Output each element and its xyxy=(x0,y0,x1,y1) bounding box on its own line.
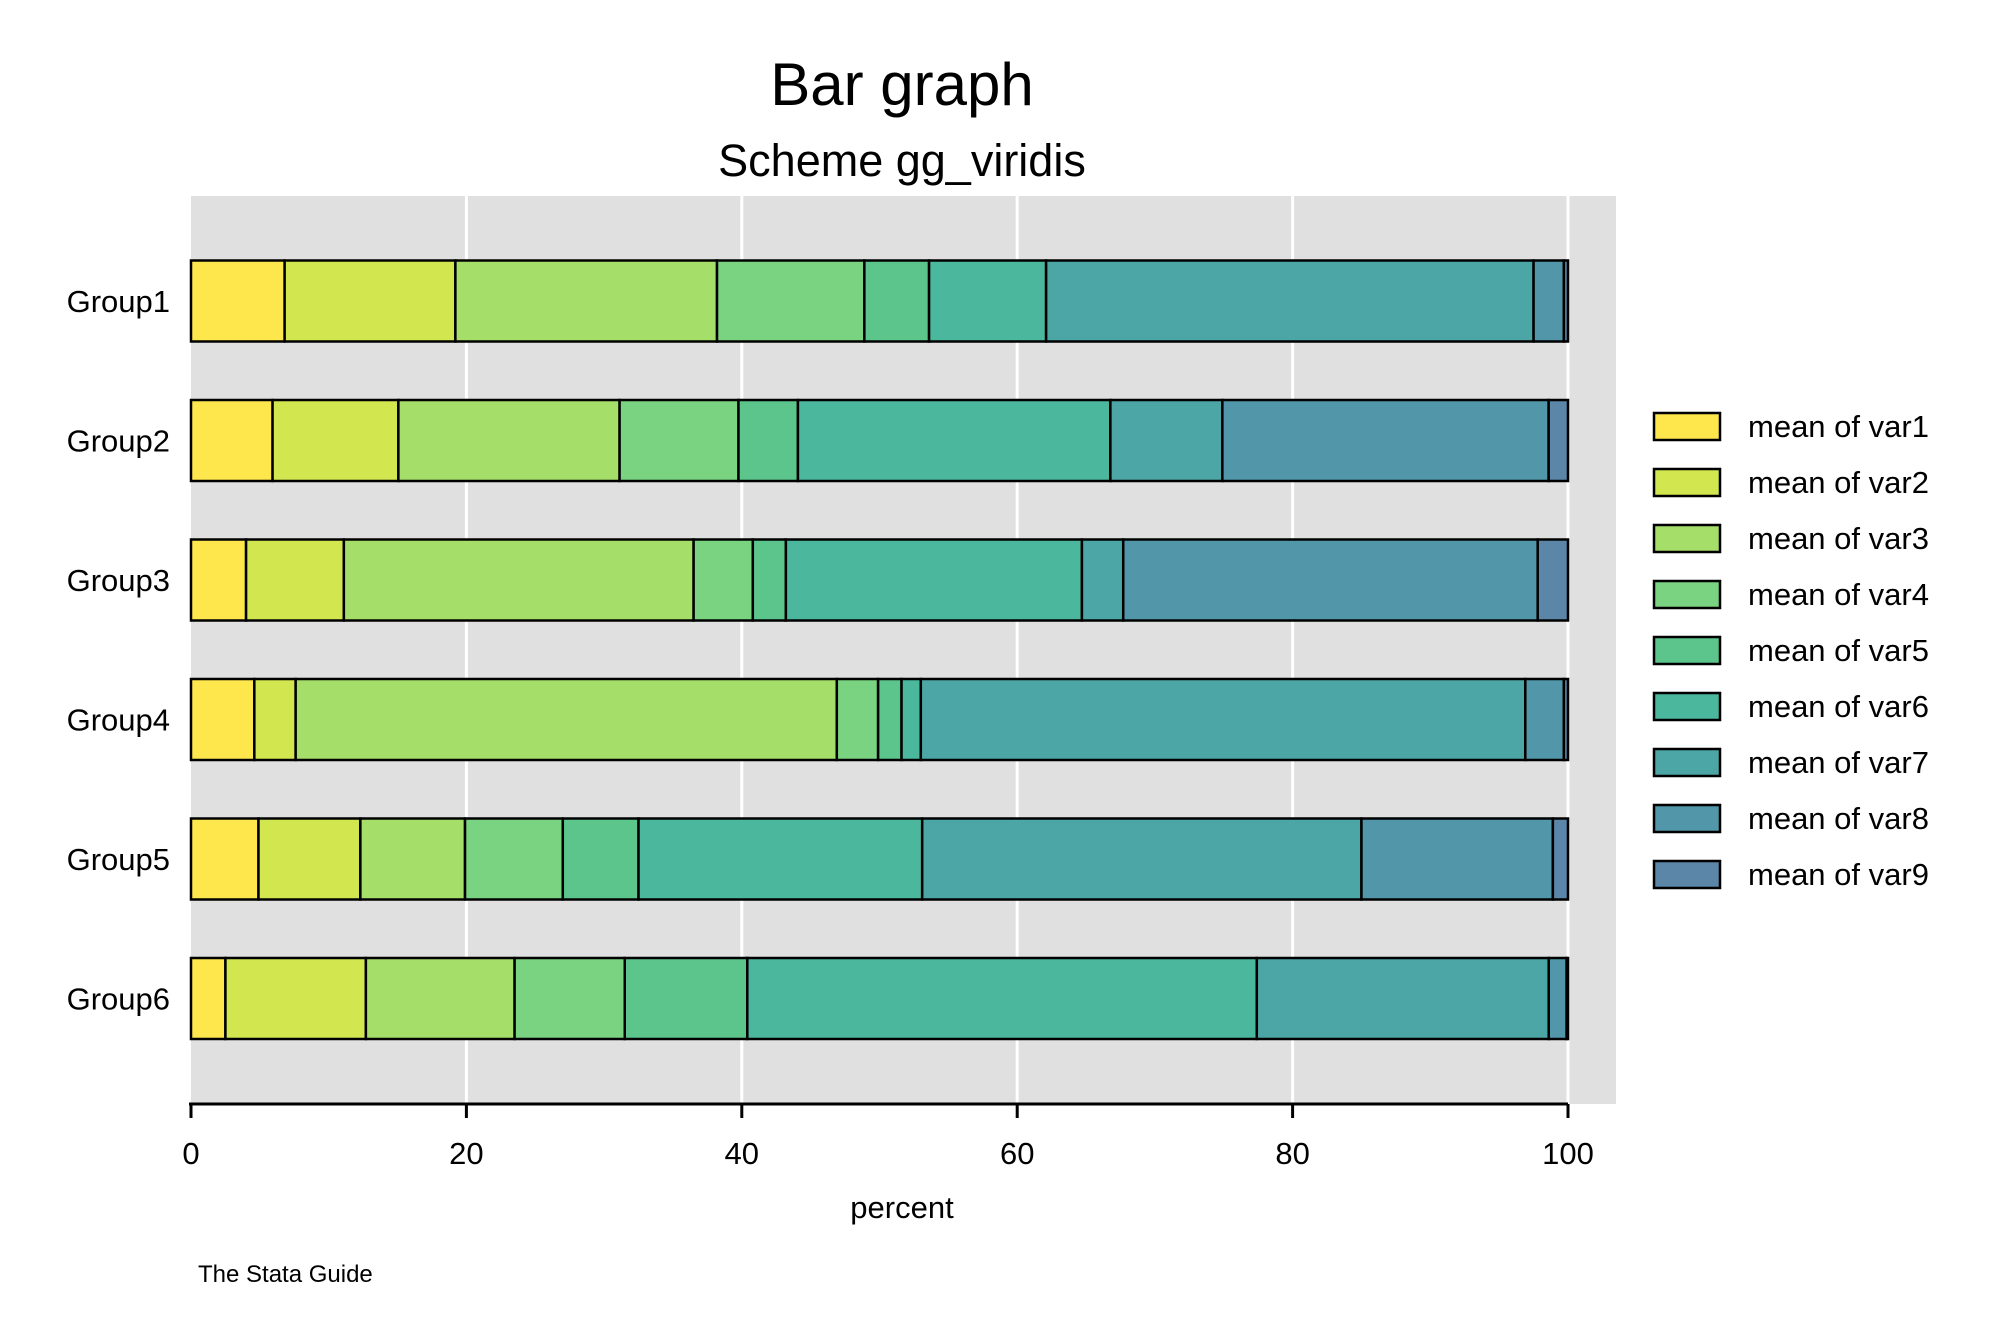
bar-segment xyxy=(463,817,565,901)
legend-label: mean of var1 xyxy=(1748,409,1929,444)
legend-swatch xyxy=(1652,411,1722,442)
bar-segment xyxy=(1547,956,1568,1041)
legend-swatch xyxy=(1652,691,1722,722)
bar-segment xyxy=(189,259,286,343)
grid-lines xyxy=(464,196,1570,1104)
bar-segment xyxy=(224,956,368,1041)
bar-segment xyxy=(189,538,248,622)
x-tick-label: 80 xyxy=(1275,1136,1309,1171)
x-tick-label: 0 xyxy=(182,1136,199,1171)
bar-segment xyxy=(189,956,227,1041)
legend-swatch xyxy=(1652,803,1722,834)
bar-segment xyxy=(618,398,740,483)
bar-segment xyxy=(189,398,274,483)
x-tick-label: 60 xyxy=(1000,1136,1034,1171)
bar-segment xyxy=(294,677,839,762)
legend-label: mean of var3 xyxy=(1748,521,1929,556)
bar-segment xyxy=(863,259,931,343)
bar-segment xyxy=(1255,956,1550,1041)
bar-segment xyxy=(737,398,800,483)
bar-segment xyxy=(920,817,1363,901)
bar-segment xyxy=(454,259,719,343)
chart-subtitle: Scheme gg_viridis xyxy=(718,135,1086,186)
bar-segment xyxy=(796,398,1112,483)
bar-segment xyxy=(1536,538,1570,622)
bar-segment xyxy=(784,538,1084,622)
bar-segment xyxy=(1562,259,1570,343)
bar-segment xyxy=(189,817,260,901)
bar-segment xyxy=(271,398,400,483)
bar-segment xyxy=(1524,677,1566,762)
bar-segment xyxy=(513,956,627,1041)
bars xyxy=(189,259,1570,1041)
bar-segment xyxy=(1044,259,1535,343)
bar-segment xyxy=(189,677,256,762)
legend-label: mean of var2 xyxy=(1748,465,1929,500)
bar-segment xyxy=(257,817,362,901)
bar-segment xyxy=(876,677,903,762)
category-label: Group4 xyxy=(67,703,170,738)
x-tick-label: 40 xyxy=(725,1136,759,1171)
bar-segment xyxy=(927,259,1048,343)
legend-swatch xyxy=(1652,467,1722,498)
bar-segment xyxy=(1221,398,1550,483)
bar-segment xyxy=(244,538,346,622)
legend-swatch xyxy=(1652,747,1722,778)
bar-segment xyxy=(637,817,924,901)
chart-title: Bar graph xyxy=(770,51,1034,118)
bar-segment xyxy=(1532,259,1566,343)
legend: mean of var1 mean of var2 mean of var3 mean… xyxy=(1652,409,1929,892)
bar-segment xyxy=(751,538,788,622)
legend-label: mean of var7 xyxy=(1748,745,1929,780)
x-tick-label: 100 xyxy=(1542,1136,1594,1171)
bar-segment xyxy=(692,538,755,622)
x-tick-label: 20 xyxy=(449,1136,483,1171)
bar-segment xyxy=(1080,538,1125,622)
x-axis-ticks: 0 20 40 60 80 100 xyxy=(182,1104,1594,1171)
bar-segment xyxy=(1109,398,1224,483)
legend-swatch xyxy=(1652,635,1722,666)
bar-segment xyxy=(1551,817,1570,901)
category-label: Group1 xyxy=(67,284,170,319)
bar-segment xyxy=(1565,956,1570,1041)
bar-segment xyxy=(1547,398,1570,483)
x-axis-title: percent xyxy=(850,1190,954,1225)
category-label: Group5 xyxy=(67,842,170,877)
category-label: Group3 xyxy=(67,563,170,598)
legend-swatch xyxy=(1652,523,1722,554)
bar-segment xyxy=(283,259,457,343)
bar-segment xyxy=(835,677,880,762)
bar-segment xyxy=(919,677,1527,762)
bar-segment xyxy=(397,398,621,483)
bar-segment xyxy=(359,817,467,901)
category-labels: Group1 Group2 Group3 Group4 Group5 Group6 xyxy=(67,284,170,1017)
legend-label: mean of var6 xyxy=(1748,689,1929,724)
legend-label: mean of var9 xyxy=(1748,857,1929,892)
bar-segment xyxy=(900,677,923,762)
bar-segment xyxy=(1360,817,1555,901)
legend-label: mean of var4 xyxy=(1748,577,1929,612)
category-label: Group2 xyxy=(67,424,170,459)
bar-segment xyxy=(715,259,866,343)
legend-swatch xyxy=(1652,859,1722,890)
bar-segment xyxy=(364,956,516,1041)
bar-segment xyxy=(342,538,695,622)
bar-segment xyxy=(253,677,297,762)
legend-label: mean of var8 xyxy=(1748,801,1929,836)
legend-label: mean of var5 xyxy=(1748,633,1929,668)
plot-region xyxy=(191,196,1616,1104)
category-label: Group6 xyxy=(67,982,170,1017)
legend-swatch xyxy=(1652,579,1722,610)
chart-note: The Stata Guide xyxy=(198,1261,373,1288)
bar-segment xyxy=(561,817,640,901)
bar-segment xyxy=(1562,677,1570,762)
bar-segment xyxy=(746,956,1259,1041)
bar-segment xyxy=(1121,538,1539,622)
bar-segment xyxy=(623,956,749,1041)
